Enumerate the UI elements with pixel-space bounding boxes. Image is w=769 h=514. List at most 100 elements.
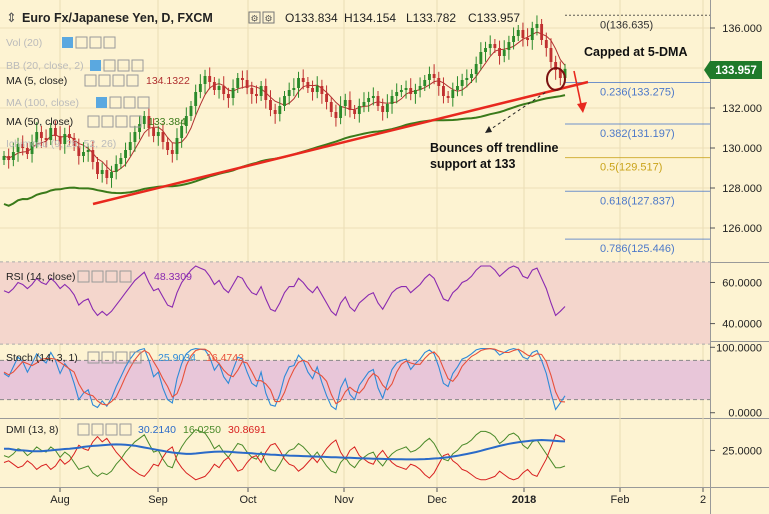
stoch-k-value: 25.9034 (158, 352, 196, 364)
fib-level-label: 0(136.635) (600, 19, 653, 31)
stoch-d-line (3, 348, 566, 406)
candle-body (110, 172, 113, 178)
candle-body (273, 110, 277, 114)
candle-body (507, 42, 511, 50)
candle-body (2, 156, 6, 160)
candle-body (25, 148, 29, 154)
rsi-controls[interactable] (77, 270, 132, 283)
candle-body (474, 64, 478, 74)
legend-ma50-controls[interactable] (87, 115, 142, 128)
candle-body (128, 142, 132, 150)
candle-body (334, 112, 338, 118)
candle-body (255, 94, 258, 96)
ohlc-open: O133.834 (285, 11, 338, 25)
candle-body (320, 86, 324, 94)
candle-body (269, 100, 272, 110)
legend-ma100-controls[interactable] (96, 96, 150, 109)
candle-body (152, 128, 156, 136)
legend-ma50: MA (50, close) (6, 116, 73, 128)
candle-body (170, 150, 174, 154)
candle-body (21, 144, 25, 148)
candle-body (526, 38, 530, 40)
candle-body (287, 90, 291, 96)
fib-level-label: 0.618(127.837) (600, 195, 675, 207)
candle-body (516, 30, 520, 36)
candle-body (180, 126, 184, 138)
dmi-tick-label: 25.0000 (722, 445, 762, 457)
candle-body (549, 48, 553, 62)
candle-body (138, 124, 142, 132)
candle-body (371, 96, 375, 98)
svg-text:⚙: ⚙ (250, 15, 258, 25)
chart-title: Euro Fx/Japanese Yen, D, FXCM (22, 11, 213, 25)
dmi-panel-bg (0, 419, 710, 487)
candle-body (91, 150, 95, 162)
svg-text:⚙: ⚙ (264, 15, 272, 25)
candle-body (540, 24, 544, 40)
candle-body (460, 80, 464, 86)
candle-body (35, 132, 39, 142)
legend-bb-controls[interactable] (90, 59, 144, 72)
indicator-lines (3, 265, 566, 481)
dmi-minus-value: 30.8691 (228, 424, 266, 436)
fibonacci-levels: 0(136.635) 0.236(133.275) 0.382(131.197) 0.… (565, 14, 710, 255)
candle-body (484, 48, 487, 52)
price-badge-pointer (704, 61, 710, 79)
candle-body (175, 138, 179, 154)
candle-body (502, 50, 506, 56)
candle-body (376, 96, 380, 106)
candle-body (184, 116, 188, 126)
legend-ma5-controls[interactable] (84, 74, 139, 87)
bounce-arrow-head (485, 126, 492, 133)
candle-body (498, 48, 501, 56)
candle-body (39, 132, 43, 138)
candle-body (236, 78, 240, 88)
dmi-minus-line (3, 434, 566, 481)
candle-body (535, 24, 539, 28)
price-axis-icon[interactable]: ⇕ (6, 11, 17, 26)
candle-body (226, 94, 230, 98)
candle-body (44, 138, 48, 140)
annotation-bounce-1: Bounces off trendline (430, 141, 559, 155)
candle-body (521, 30, 525, 38)
price-panel-bg (0, 0, 710, 262)
dmi-controls[interactable] (77, 423, 132, 436)
candle-body (465, 78, 469, 80)
time-tick-label: Dec (427, 494, 447, 506)
legend-ichimoku: Ichimoku (9, 26, 52, 26) (6, 138, 116, 150)
candle-body (348, 100, 352, 110)
candle-body (512, 36, 516, 42)
candle-body (68, 134, 71, 138)
dmi-plus-value: 16.0250 (183, 424, 221, 436)
candle-body (381, 106, 385, 112)
candle-body (30, 142, 34, 154)
price-tick-label: 132.000 (722, 103, 762, 115)
price-tick-label: 136.000 (722, 23, 762, 35)
candle-body (212, 82, 216, 90)
title-controls[interactable]: ⚙ ⚙ (248, 11, 275, 25)
candle-body (301, 78, 305, 82)
candle-body (325, 94, 329, 102)
time-axis: Aug Sep Oct Nov Dec 2018 Feb 2 (50, 488, 706, 506)
candle-body (16, 144, 20, 152)
candle-body (105, 170, 109, 178)
candle-body (222, 86, 226, 94)
capped-arrow (573, 70, 583, 110)
stoch-controls[interactable] (87, 351, 142, 364)
price-tick-label: 130.000 (722, 143, 762, 155)
ohlc-low: L133.782 (406, 11, 456, 25)
legend-vol-controls[interactable] (62, 36, 116, 49)
candle-body (194, 92, 198, 106)
candle-body (390, 96, 394, 104)
candle-body (367, 98, 371, 102)
candle-body (427, 74, 431, 80)
candle-body (133, 132, 137, 142)
candle-body (82, 152, 85, 156)
candle-body (399, 90, 403, 92)
rsi-line (3, 265, 566, 317)
time-tick-label: Aug (50, 494, 70, 506)
candle-body (437, 78, 441, 86)
fib-level-label: 0.5(129.517) (600, 162, 662, 174)
candle-body (385, 104, 389, 112)
